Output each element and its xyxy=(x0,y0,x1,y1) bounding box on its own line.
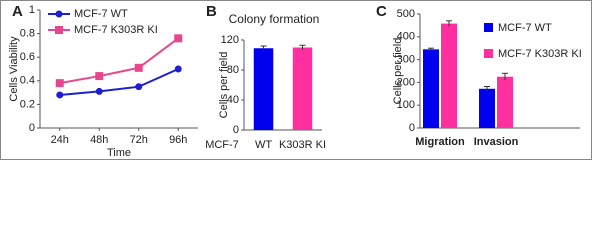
marker xyxy=(135,83,143,91)
panel-label: B xyxy=(206,3,217,20)
y-tick-label: 0 xyxy=(29,122,35,134)
y-tick-label: 500 xyxy=(397,8,415,20)
bar xyxy=(497,76,513,128)
x-tick-label: Invasion xyxy=(474,136,519,148)
y-tick-label: 400 xyxy=(397,31,415,43)
chart-title: Colony formation xyxy=(229,12,320,26)
y-axis-label: Cells per field xyxy=(392,38,404,105)
y-tick-label: 1 xyxy=(29,4,35,16)
y-tick-label: 0.6 xyxy=(20,51,35,63)
marker xyxy=(55,10,63,18)
marker xyxy=(55,26,63,34)
marker xyxy=(134,63,143,72)
legend-label: MCF-7 WT xyxy=(498,22,552,34)
x-tick-label: 96h xyxy=(169,134,187,146)
bar xyxy=(423,49,439,129)
bar xyxy=(479,88,495,128)
error-bar xyxy=(260,45,267,51)
legend-label: MCF-7 K303R KI xyxy=(74,24,158,36)
x-tick-label: WT xyxy=(255,139,272,151)
legend-swatch xyxy=(484,49,493,58)
y-axis-label: Cells Viability xyxy=(8,36,20,102)
y-axis-label: Cells per field xyxy=(218,52,230,119)
panel-label: C xyxy=(376,3,387,20)
x-tick-label: Migration xyxy=(415,136,465,148)
bar xyxy=(441,23,457,128)
error-bar xyxy=(484,86,490,92)
y-tick-label: 0 xyxy=(233,124,239,136)
bar xyxy=(253,48,274,130)
marker xyxy=(95,72,104,81)
figure: A Cells Viability 0 0.2 0.4 0.6 0.8 1 24h 48h 72h 9… xyxy=(0,0,592,160)
y-tick-label: 0.8 xyxy=(20,28,35,40)
group-label: MCF-7 xyxy=(205,139,239,151)
y-tick-label: 40 xyxy=(227,94,239,106)
y-tick-label: 80 xyxy=(227,64,239,76)
x-tick-label: 24h xyxy=(51,134,69,146)
y-tick-label: 0.2 xyxy=(20,98,35,110)
marker xyxy=(55,79,64,88)
line xyxy=(59,68,179,96)
marker xyxy=(174,34,183,43)
x-tick-label: 72h xyxy=(130,134,148,146)
error-bar xyxy=(446,20,452,27)
x-tick-label: 48h xyxy=(90,134,108,146)
y-tick-label: 0 xyxy=(409,122,415,134)
error-bar xyxy=(502,72,508,81)
line xyxy=(59,37,179,85)
y-tick-label: 0.4 xyxy=(20,75,35,87)
legend-label: MCF-7 K303R KI xyxy=(498,48,582,60)
x-axis-label: Time xyxy=(107,147,131,159)
error-bar xyxy=(428,47,434,51)
legend-label: MCF-7 WT xyxy=(74,8,128,20)
marker xyxy=(95,87,103,95)
marker xyxy=(174,65,182,73)
y-tick-label: 300 xyxy=(397,54,415,66)
y-tick-label: 100 xyxy=(397,99,415,111)
y-tick-label: 200 xyxy=(397,76,415,88)
x-tick-label: K303R KI xyxy=(279,139,326,151)
panel-label: A xyxy=(12,3,23,20)
bar xyxy=(292,47,313,130)
legend-swatch xyxy=(484,23,493,32)
marker xyxy=(56,91,64,99)
y-tick-label: 120 xyxy=(221,34,239,46)
error-bar xyxy=(299,44,306,50)
